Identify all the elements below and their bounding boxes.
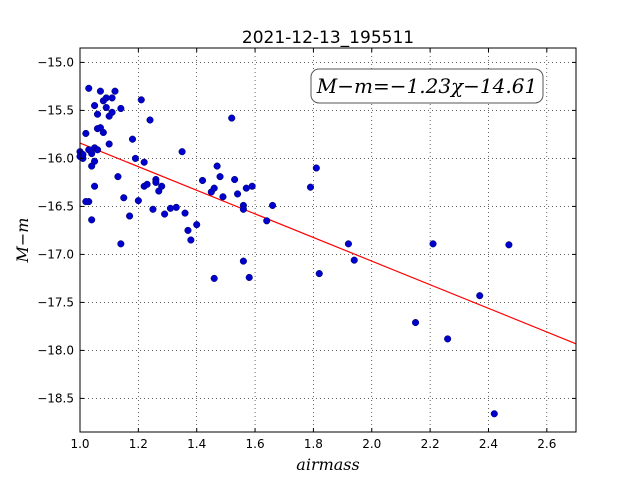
x-tick-label: 2.0	[362, 437, 381, 451]
y-tick-label: −15.0	[37, 55, 74, 69]
data-point	[219, 193, 227, 201]
data-point	[108, 94, 116, 102]
data-point	[91, 182, 99, 190]
data-point	[213, 162, 221, 170]
data-point	[315, 270, 323, 278]
data-point	[312, 164, 320, 172]
data-point	[91, 102, 99, 110]
y-tick-label: −15.5	[37, 103, 74, 117]
x-axis-label: airmass	[296, 455, 359, 474]
data-point	[93, 110, 102, 118]
x-tick-label: 1.8	[304, 437, 323, 451]
data-point	[126, 212, 134, 220]
data-point	[82, 129, 90, 137]
data-point	[344, 240, 352, 248]
x-tick-label: 2.4	[479, 437, 498, 451]
data-point	[444, 335, 452, 343]
data-point	[88, 216, 96, 224]
data-point	[105, 140, 113, 148]
data-point	[82, 198, 90, 206]
y-tick-label: −16.5	[37, 199, 74, 213]
data-point	[149, 205, 157, 213]
data-point	[140, 158, 148, 166]
data-points	[76, 84, 513, 418]
data-point	[111, 87, 119, 95]
data-point	[117, 240, 125, 248]
data-point	[91, 157, 99, 165]
data-point	[181, 209, 189, 217]
x-tick-label: 1.0	[70, 437, 89, 451]
data-point	[137, 96, 145, 104]
x-tick-label: 1.4	[187, 437, 206, 451]
data-point	[152, 178, 160, 186]
data-point	[231, 175, 239, 184]
data-point	[248, 182, 256, 190]
x-tick-label: 1.2	[129, 437, 148, 451]
data-point	[178, 148, 186, 156]
data-point	[172, 203, 180, 211]
data-point	[210, 184, 218, 192]
data-point	[429, 240, 437, 248]
grid	[79, 48, 576, 432]
data-point	[245, 273, 253, 281]
fit-line	[79, 142, 577, 345]
data-point	[114, 173, 122, 181]
x-tick-label: 1.6	[246, 437, 265, 451]
data-point	[228, 114, 236, 122]
data-point	[187, 236, 195, 244]
data-point	[102, 103, 110, 112]
y-tick-label: −18.5	[37, 391, 74, 405]
data-point	[476, 292, 484, 300]
data-point	[184, 226, 192, 234]
data-point	[131, 154, 139, 162]
data-point	[117, 104, 125, 113]
y-tick-label: −16.0	[37, 151, 74, 165]
fit-equation-text: M−m=−1.23χ−14.61	[316, 74, 537, 98]
y-axis-label: M−m	[13, 218, 32, 264]
chart-title: 2021-12-13_195511	[242, 28, 414, 48]
data-point	[239, 205, 247, 213]
data-point	[85, 84, 93, 92]
data-point	[306, 183, 315, 191]
data-point	[198, 176, 207, 185]
data-point	[143, 180, 151, 188]
data-point	[96, 87, 104, 95]
data-point	[161, 210, 169, 218]
data-point	[88, 150, 96, 158]
data-point	[93, 146, 102, 154]
x-tick-label: 2.6	[537, 437, 556, 451]
data-point	[505, 241, 513, 249]
data-point	[193, 221, 201, 229]
y-tick-label: −18.0	[37, 343, 74, 357]
axis-ticks: 1.0 1.2 1.4 1.6 1.8 2.0 2.2 2.4 2.6 −15.0 −15.5 −16…	[37, 48, 576, 451]
x-tick-label: 2.2	[421, 437, 440, 451]
data-point	[411, 319, 420, 327]
data-point	[108, 108, 116, 116]
data-point	[239, 257, 247, 265]
data-point	[128, 135, 137, 143]
data-point	[99, 128, 107, 137]
y-tick-label: −17.0	[37, 247, 74, 261]
data-point	[269, 201, 277, 209]
fit-equation-box	[310, 68, 544, 104]
data-point	[234, 190, 242, 198]
data-point	[158, 182, 166, 190]
data-point	[166, 204, 174, 212]
data-point	[263, 217, 271, 225]
data-point	[120, 194, 128, 202]
data-point	[490, 410, 498, 418]
data-point	[146, 116, 154, 124]
data-point	[216, 173, 224, 181]
plot-frame	[79, 47, 577, 433]
data-point	[79, 151, 87, 159]
data-point	[350, 256, 358, 264]
y-tick-label: −17.5	[37, 295, 74, 309]
fit-line-layer	[79, 142, 577, 345]
data-point	[134, 197, 142, 205]
data-point	[210, 274, 218, 282]
